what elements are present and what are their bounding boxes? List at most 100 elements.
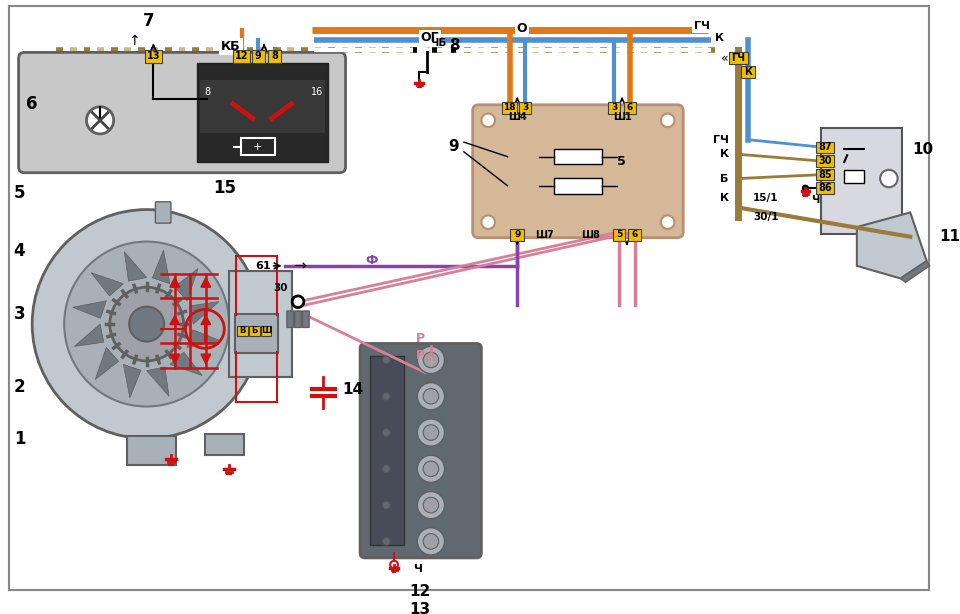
Text: +: + bbox=[425, 355, 437, 369]
Text: 8: 8 bbox=[449, 38, 460, 53]
Text: 6: 6 bbox=[27, 95, 38, 113]
Polygon shape bbox=[124, 252, 147, 281]
Text: 6: 6 bbox=[627, 103, 633, 112]
Circle shape bbox=[390, 561, 398, 569]
FancyBboxPatch shape bbox=[302, 311, 309, 327]
Text: 8: 8 bbox=[272, 52, 278, 61]
Circle shape bbox=[803, 185, 808, 191]
Text: Ф: Ф bbox=[366, 254, 378, 266]
Polygon shape bbox=[187, 330, 221, 348]
Text: О: О bbox=[516, 21, 527, 34]
Text: В: В bbox=[240, 327, 246, 335]
Text: 5: 5 bbox=[13, 184, 25, 202]
Text: 87: 87 bbox=[818, 142, 831, 152]
FancyBboxPatch shape bbox=[844, 170, 864, 184]
Text: 8: 8 bbox=[204, 87, 211, 97]
Text: 7: 7 bbox=[143, 12, 155, 30]
FancyBboxPatch shape bbox=[269, 50, 281, 63]
Text: 5: 5 bbox=[617, 155, 626, 168]
Circle shape bbox=[382, 356, 390, 364]
Text: ЧБ: ЧБ bbox=[430, 37, 446, 48]
Polygon shape bbox=[73, 301, 107, 318]
FancyBboxPatch shape bbox=[816, 155, 833, 167]
FancyBboxPatch shape bbox=[519, 102, 531, 114]
FancyBboxPatch shape bbox=[816, 142, 833, 154]
Text: 12: 12 bbox=[235, 52, 249, 61]
FancyBboxPatch shape bbox=[612, 229, 626, 241]
Text: ГЧ: ГЧ bbox=[732, 53, 746, 63]
FancyBboxPatch shape bbox=[233, 50, 250, 63]
Text: Ш7: Ш7 bbox=[535, 230, 554, 240]
Circle shape bbox=[423, 425, 439, 440]
FancyBboxPatch shape bbox=[249, 326, 260, 336]
FancyBboxPatch shape bbox=[629, 229, 641, 241]
FancyBboxPatch shape bbox=[511, 229, 524, 241]
FancyBboxPatch shape bbox=[241, 138, 275, 155]
Circle shape bbox=[382, 465, 390, 473]
Text: →: → bbox=[294, 258, 306, 273]
Text: К: К bbox=[720, 149, 729, 159]
Text: Б: Б bbox=[720, 174, 729, 184]
Polygon shape bbox=[147, 367, 169, 397]
Text: «: « bbox=[721, 52, 729, 64]
FancyBboxPatch shape bbox=[741, 66, 755, 77]
FancyBboxPatch shape bbox=[197, 63, 328, 162]
Text: КБ: КБ bbox=[221, 40, 241, 53]
Polygon shape bbox=[91, 273, 124, 296]
Text: ОГ: ОГ bbox=[420, 31, 440, 44]
Text: 2: 2 bbox=[13, 378, 25, 396]
Circle shape bbox=[130, 306, 164, 341]
Circle shape bbox=[418, 492, 444, 519]
Circle shape bbox=[418, 346, 444, 373]
Polygon shape bbox=[175, 268, 198, 301]
Text: 12: 12 bbox=[410, 585, 431, 599]
FancyBboxPatch shape bbox=[609, 102, 620, 114]
Text: 9: 9 bbox=[448, 139, 459, 155]
Text: 86: 86 bbox=[818, 183, 831, 193]
FancyBboxPatch shape bbox=[204, 433, 244, 455]
Circle shape bbox=[292, 296, 303, 308]
FancyBboxPatch shape bbox=[554, 178, 602, 193]
Circle shape bbox=[418, 419, 444, 446]
Text: К: К bbox=[720, 193, 729, 203]
Text: 1: 1 bbox=[13, 430, 25, 448]
Polygon shape bbox=[95, 348, 119, 379]
Polygon shape bbox=[189, 301, 219, 324]
Polygon shape bbox=[74, 324, 104, 346]
Text: 30: 30 bbox=[818, 156, 831, 166]
Text: 61: 61 bbox=[255, 261, 271, 271]
FancyBboxPatch shape bbox=[370, 356, 404, 545]
FancyBboxPatch shape bbox=[502, 102, 517, 114]
FancyBboxPatch shape bbox=[252, 50, 265, 63]
Polygon shape bbox=[201, 278, 210, 287]
FancyBboxPatch shape bbox=[821, 128, 902, 234]
Text: Ш4: Ш4 bbox=[508, 112, 527, 122]
Polygon shape bbox=[153, 251, 170, 284]
Text: ГЧ: ГЧ bbox=[713, 134, 729, 145]
Text: ГЧ: ГЧ bbox=[694, 21, 709, 31]
Text: 15/1: 15/1 bbox=[753, 193, 779, 203]
Circle shape bbox=[481, 216, 495, 229]
Circle shape bbox=[423, 497, 439, 513]
Text: +: + bbox=[252, 141, 262, 152]
Text: Ч: Ч bbox=[414, 564, 422, 573]
Text: 14: 14 bbox=[343, 381, 364, 397]
FancyBboxPatch shape bbox=[261, 326, 272, 336]
Circle shape bbox=[109, 287, 183, 361]
Text: 3: 3 bbox=[612, 103, 617, 112]
FancyBboxPatch shape bbox=[200, 80, 325, 133]
Circle shape bbox=[481, 114, 495, 127]
Circle shape bbox=[382, 392, 390, 400]
FancyBboxPatch shape bbox=[729, 52, 748, 64]
FancyBboxPatch shape bbox=[624, 102, 636, 114]
Text: Ч: Ч bbox=[811, 195, 819, 205]
Polygon shape bbox=[201, 316, 210, 325]
FancyBboxPatch shape bbox=[287, 311, 294, 327]
Polygon shape bbox=[857, 212, 926, 279]
Circle shape bbox=[660, 216, 675, 229]
Text: Р: Р bbox=[416, 349, 425, 362]
Text: 3: 3 bbox=[522, 103, 528, 112]
Circle shape bbox=[418, 455, 444, 483]
Text: ↑: ↑ bbox=[129, 34, 140, 48]
Circle shape bbox=[880, 170, 898, 187]
